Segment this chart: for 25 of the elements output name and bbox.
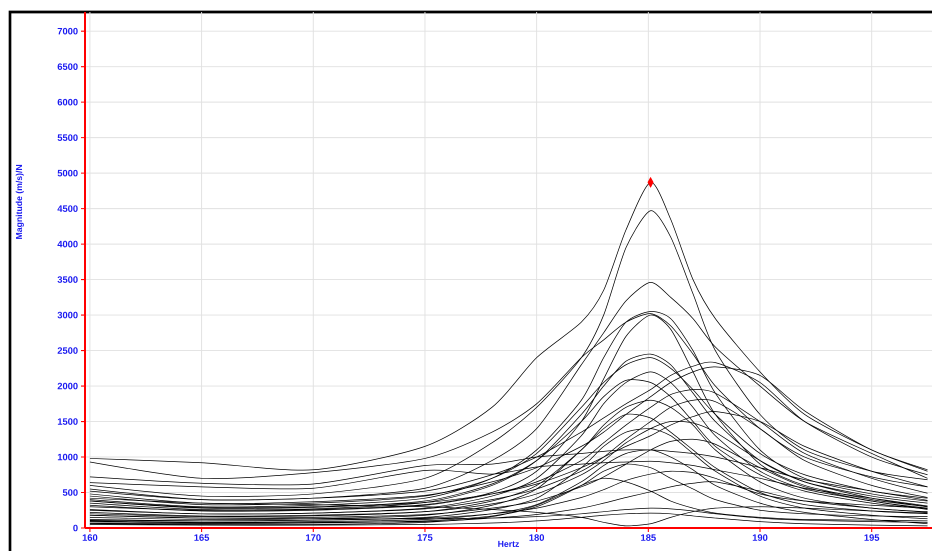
y-tick-label: 6000 xyxy=(58,98,78,106)
y-tick-label: 4000 xyxy=(57,240,78,248)
y-tick-label: 7000 xyxy=(58,28,78,34)
x-tick-label: 180 xyxy=(529,534,544,541)
y-tick-label: 4500 xyxy=(57,205,78,212)
y-tick-label: 2000 xyxy=(58,382,78,390)
y-tick-label: 0 xyxy=(73,524,78,532)
x-axis-title: Hertz xyxy=(498,540,520,547)
y-tick-label: 3000 xyxy=(58,312,78,318)
y-tick-label: 500 xyxy=(62,489,78,496)
x-tick-label: 195 xyxy=(864,534,880,541)
x-tick-label: 160 xyxy=(82,534,98,541)
y-tick-label: 3500 xyxy=(58,276,78,283)
y-tick-label: 1000 xyxy=(58,454,78,460)
x-tick-label: 170 xyxy=(306,534,321,541)
y-tick-label: 5000 xyxy=(58,170,78,176)
x-tick-label: 175 xyxy=(418,534,432,541)
x-tick-label: 190 xyxy=(752,534,768,541)
x-tick-label: 165 xyxy=(194,534,210,541)
x-tick-label: 185 xyxy=(641,534,656,541)
y-tick-label: 6500 xyxy=(58,63,78,70)
y-tick-label: 1500 xyxy=(58,418,78,425)
y-axis-title: Magnitude (m/s)/N xyxy=(16,164,24,239)
y-tick-label: 2500 xyxy=(58,347,78,354)
y-tick-label: 5500 xyxy=(58,134,78,141)
